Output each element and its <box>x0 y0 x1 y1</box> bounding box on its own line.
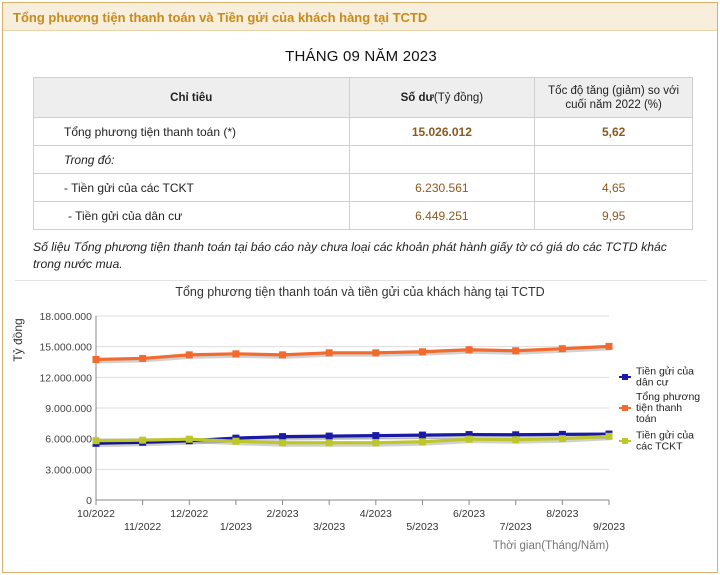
data-point <box>418 348 426 356</box>
data-point <box>605 432 613 440</box>
table-row: - Tiền gửi của dân cư 6.449.251 9,95 <box>33 201 693 230</box>
legend-swatch <box>622 374 628 380</box>
y-tick-label: 15.000.000 <box>39 342 92 354</box>
data-point <box>372 439 380 447</box>
y-tick-label: 9.000.000 <box>45 403 92 415</box>
footnote: Số liệu Tổng phương tiện thanh toán tại … <box>33 240 667 271</box>
data-point <box>512 436 520 444</box>
data-point <box>92 437 100 445</box>
x-tick-label: 12/2022 <box>170 508 208 520</box>
data-point <box>418 438 426 446</box>
legend-label: Tổng phương tiện thanh toán <box>636 391 700 425</box>
col-balance-unit: (Tỷ đồng) <box>433 91 484 104</box>
y-tick-label: 18.000.000 <box>39 311 92 323</box>
panel-header: Tổng phương tiện thanh toán và Tiền gửi … <box>3 3 717 31</box>
row-growth <box>534 145 693 174</box>
row-balance: 6.230.561 <box>348 173 536 202</box>
row-growth: 5,62 <box>534 117 693 146</box>
data-point <box>418 431 426 439</box>
legend-label: Tiền gửi của dân cư <box>636 366 694 389</box>
x-tick-label: 9/2023 <box>593 521 625 533</box>
row-name: - Tiền gửi của các TCKT <box>33 173 350 202</box>
table-header-row: Chỉ tiêu Số dư(Tỷ đồng) Tốc độ tăng (giả… <box>33 77 693 118</box>
y-tick-label: 12.000.000 <box>39 372 92 384</box>
data-point <box>279 433 287 441</box>
report-month: THÁNG 09 NĂM 2023 <box>285 48 437 65</box>
x-axis-label: Thời gian(Tháng/Năm) <box>493 540 609 552</box>
col-growth-line1: Tốc độ tăng (giảm) so với <box>548 84 680 97</box>
y-tick-label: 6.000.000 <box>45 434 92 446</box>
data-point <box>465 435 473 443</box>
divider <box>15 280 707 281</box>
x-tick-label: 8/2023 <box>546 508 578 520</box>
row-name: Trong đó: <box>33 145 350 174</box>
row-balance: 15.026.012 <box>348 117 536 146</box>
x-tick-label: 5/2023 <box>406 521 438 533</box>
col-balance-header: Số dư(Tỷ đồng) <box>348 77 536 118</box>
table-row: Tổng phương tiện thanh toán (*) 15.026.0… <box>33 117 693 146</box>
table-row: - Tiền gửi của các TCKT 6.230.561 4,65 <box>33 173 693 202</box>
data-point <box>92 355 100 363</box>
y-tick-label: 0 <box>86 495 92 507</box>
series-line <box>95 432 610 445</box>
y-tick-label: 3.000.000 <box>45 464 92 476</box>
row-balance <box>348 145 536 174</box>
x-tick-label: 1/2023 <box>220 521 252 533</box>
row-name: Tổng phương tiện thanh toán (*) <box>33 117 350 146</box>
data-point <box>558 435 566 443</box>
legend-swatch <box>622 405 628 411</box>
col-growth-line2: cuối năm 2022 (%) <box>565 98 662 111</box>
data-point <box>465 431 473 439</box>
data-point <box>372 349 380 357</box>
legend-swatch <box>622 438 628 444</box>
data-point <box>185 435 193 443</box>
row-growth: 9,95 <box>534 201 693 230</box>
x-tick-label: 7/2023 <box>500 521 532 533</box>
data-point <box>325 439 333 447</box>
x-tick-label: 3/2023 <box>313 521 345 533</box>
data-point <box>139 436 147 444</box>
col-balance-bold: Số dư <box>400 91 434 104</box>
chart-title: Tổng phương tiện thanh toán và tiền gửi … <box>175 285 544 299</box>
line-chart: Tổng phương tiện thanh toán và tiền gửi … <box>11 285 700 552</box>
series-line-shadow <box>96 346 611 364</box>
data-point <box>605 342 613 350</box>
data-point <box>465 346 473 354</box>
col-indicator-header: Chỉ tiêu <box>33 77 350 118</box>
data-point <box>279 351 287 359</box>
stats-table: Chỉ tiêu Số dư(Tỷ đồng) Tốc độ tăng (giả… <box>33 77 693 230</box>
legend-label: Tiền gửi của các TCKT <box>636 430 694 453</box>
row-growth: 4,65 <box>534 173 693 202</box>
x-tick-label: 6/2023 <box>453 508 485 520</box>
data-point <box>139 354 147 362</box>
data-point <box>325 432 333 440</box>
data-point <box>232 350 240 358</box>
panel-title: Tổng phương tiện thanh toán và Tiền gửi … <box>13 10 428 25</box>
series-line-shadow <box>96 436 611 447</box>
row-balance: 6.449.251 <box>348 201 536 230</box>
data-point <box>512 431 520 439</box>
x-tick-label: 11/2022 <box>124 521 161 533</box>
data-point <box>279 439 287 447</box>
series-line <box>95 344 610 362</box>
x-tick-label: 2/2023 <box>266 508 298 520</box>
series-line-shadow <box>96 434 611 448</box>
data-point <box>512 347 520 355</box>
y-axis-label: Tỷ đồng <box>11 318 25 361</box>
data-point <box>558 430 566 438</box>
col-growth-header: Tốc độ tăng (giảm) so với cuối năm 2022 (… <box>534 77 693 118</box>
table-row: Trong đó: <box>33 145 693 174</box>
x-tick-label: 4/2023 <box>360 508 392 520</box>
data-point <box>325 349 333 357</box>
data-point <box>372 432 380 440</box>
data-point <box>185 351 193 359</box>
series-line <box>95 434 610 445</box>
data-point <box>558 345 566 353</box>
data-point <box>232 437 240 445</box>
row-name: - Tiền gửi của dân cư <box>33 201 350 230</box>
x-tick-label: 10/2022 <box>77 508 115 520</box>
